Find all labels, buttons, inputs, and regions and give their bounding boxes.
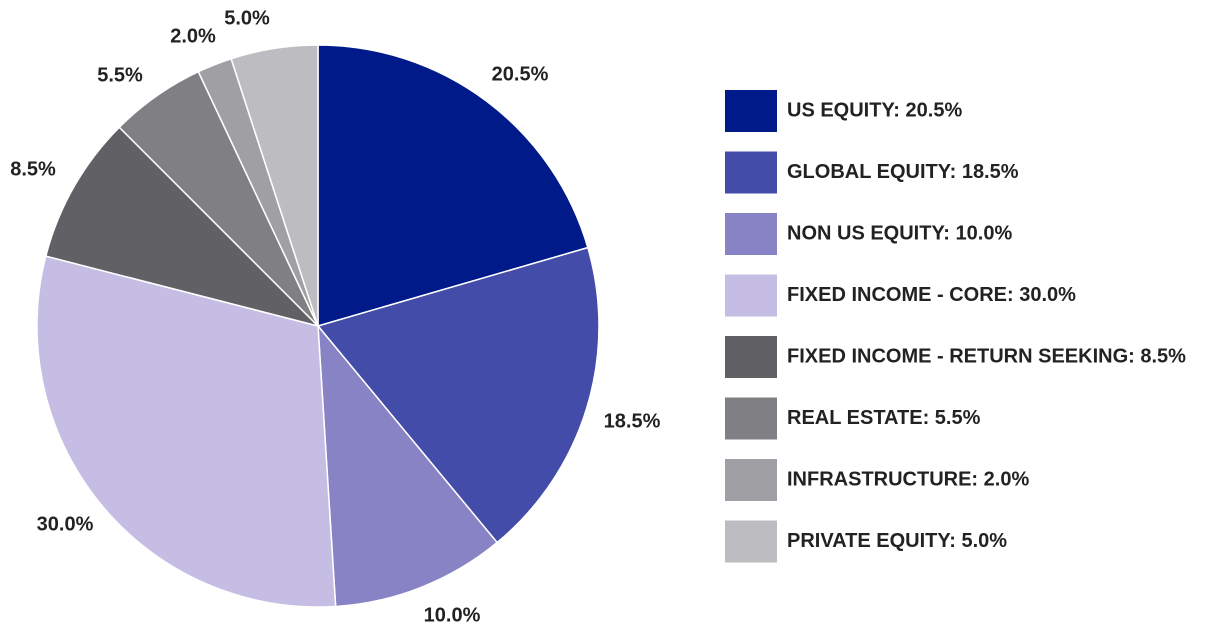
legend-swatch xyxy=(725,520,777,563)
legend-swatch xyxy=(725,274,777,317)
data-label: 5.5% xyxy=(97,64,143,86)
data-label: 5.0% xyxy=(224,7,270,29)
legend-swatch xyxy=(725,397,777,440)
pie-slice xyxy=(316,246,600,544)
legend-swatch xyxy=(725,90,777,132)
data-label: 8.5% xyxy=(10,158,56,180)
legend-swatch xyxy=(725,459,777,501)
legend-label: FIXED INCOME - CORE: 30.0% xyxy=(787,284,1076,306)
pie-slice xyxy=(317,44,589,327)
legend-swatch xyxy=(725,213,777,255)
data-label: 2.0% xyxy=(170,25,216,47)
legend-swatch xyxy=(725,336,777,378)
legend-swatch xyxy=(725,151,777,194)
pie-slice xyxy=(44,126,321,328)
pie-slice xyxy=(36,255,337,608)
pie-slice xyxy=(230,44,319,327)
data-label: 30.0% xyxy=(37,513,94,535)
legend-label: US EQUITY: 20.5% xyxy=(787,99,962,121)
data-label: 18.5% xyxy=(604,410,661,432)
data-label: 10.0% xyxy=(424,604,481,626)
legend-label: GLOBAL EQUITY: 18.5% xyxy=(787,161,1019,183)
legend-label: INFRASTRUCTURE: 2.0% xyxy=(787,468,1029,490)
legend-label: REAL ESTATE: 5.5% xyxy=(787,407,981,429)
legend-label: PRIVATE EQUITY: 5.0% xyxy=(787,530,1007,552)
legend-label: NON US EQUITY: 10.0% xyxy=(787,222,1012,244)
data-label: 20.5% xyxy=(492,63,549,85)
legend-label: FIXED INCOME - RETURN SEEKING: 8.5% xyxy=(787,345,1186,367)
pie-slice xyxy=(317,323,499,608)
